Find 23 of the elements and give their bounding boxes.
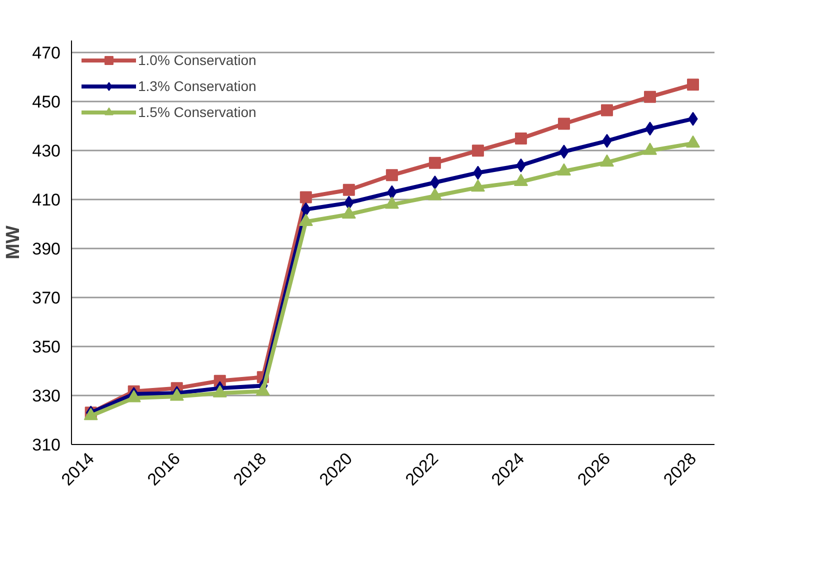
y-tick-label: 370 — [32, 288, 61, 308]
y-tick-label: 350 — [32, 338, 61, 357]
legend-label: 1.5% Conservation — [138, 104, 256, 120]
point — [600, 104, 613, 116]
y-tick-label: 470 — [32, 44, 61, 63]
legend-label: 1.3% Conservation — [138, 78, 256, 94]
point — [386, 169, 398, 182]
y-tick-label: 430 — [32, 142, 61, 161]
point — [514, 132, 527, 144]
point — [300, 191, 312, 204]
point — [644, 90, 656, 103]
y-tick-label: 390 — [32, 240, 61, 259]
legend-label: 1.0% Conservation — [138, 52, 256, 68]
point — [472, 144, 484, 157]
y-tick-label: 330 — [32, 386, 61, 406]
point — [428, 156, 441, 169]
point — [686, 78, 699, 91]
y-tick-label: 410 — [32, 190, 61, 210]
y-axis-title: MW — [3, 226, 24, 260]
y-tick-label: 450 — [32, 92, 61, 112]
point — [558, 118, 570, 130]
point — [342, 184, 355, 196]
y-tick-label: 310 — [32, 436, 61, 454]
